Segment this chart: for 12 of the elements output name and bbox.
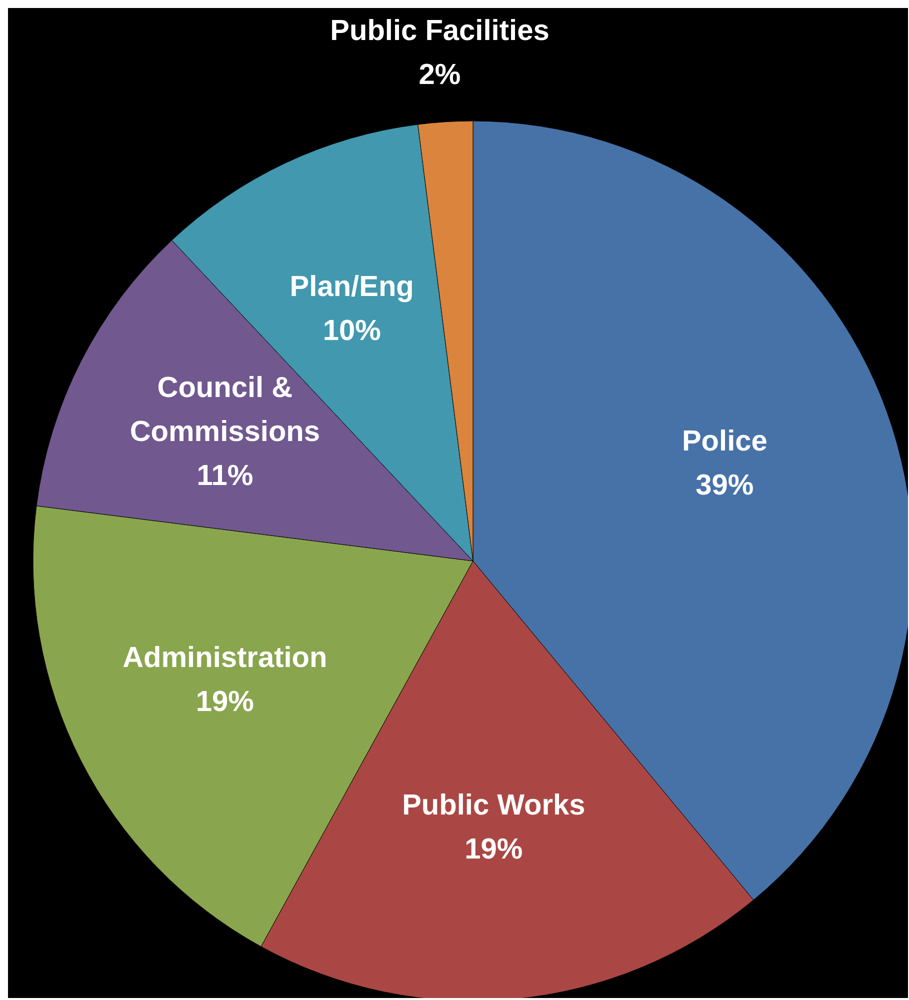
data-label: 10% bbox=[322, 315, 382, 348]
slice-label: Plan/Eng bbox=[290, 271, 414, 304]
data-label: 19% bbox=[196, 686, 254, 718]
slice-label: Public Works bbox=[402, 790, 586, 822]
data-label: 2% bbox=[418, 58, 461, 91]
slice-label: Administration bbox=[122, 642, 328, 674]
data-label: 39% bbox=[696, 470, 754, 502]
data-label: 11% bbox=[196, 460, 254, 492]
slice-label: Council & Commissions bbox=[130, 372, 320, 448]
slice-label: Police bbox=[682, 426, 768, 458]
data-label: 19% bbox=[464, 834, 523, 866]
slice-label: Public Facilities bbox=[330, 14, 550, 47]
